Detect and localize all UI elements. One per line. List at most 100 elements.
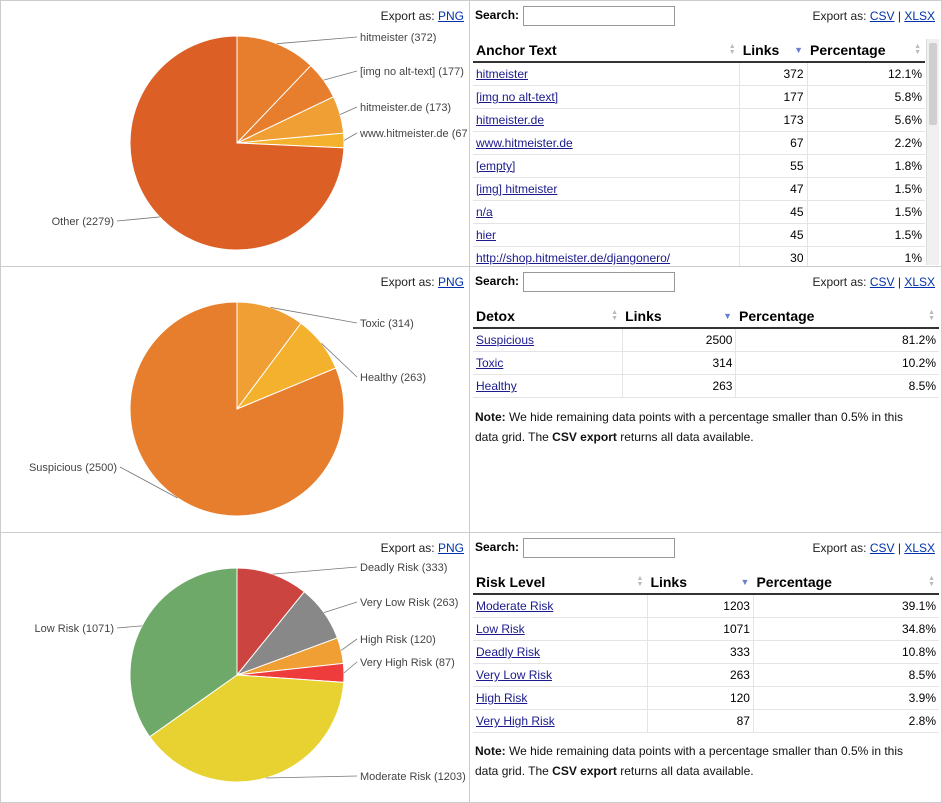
risk-level-table: Risk Level ▲ ▼ Links ▼ Percentage ▲ ▼ Moderate R… <box>473 571 939 733</box>
row-label-link[interactable]: http://shop.hitmeister.de/djangonero/ <box>476 251 671 265</box>
column-header[interactable]: Risk Level ▲ ▼ <box>473 571 648 595</box>
row-label-link[interactable]: Low Risk <box>476 622 525 636</box>
links-cell: 372 <box>739 62 807 86</box>
row-label-link[interactable]: www.hitmeister.de <box>476 136 573 150</box>
slice-label-leader <box>323 70 358 81</box>
sort-icon[interactable]: ▲ ▼ <box>928 309 935 322</box>
row-label-cell: [empty] <box>473 154 740 178</box>
slice-label: www.hitmeister.de (67 <box>359 128 468 140</box>
table-row: High Risk 120 3.9% <box>473 686 939 710</box>
pie-slice[interactable] <box>148 674 345 783</box>
links-cell: 1203 <box>646 594 754 618</box>
column-header[interactable]: Percentage ▲ ▼ <box>807 39 925 63</box>
export-xlsx-link[interactable]: XLSX <box>904 275 935 289</box>
slice-label: Deadly Risk (333) <box>360 562 447 574</box>
column-header-label: Percentage <box>756 574 832 590</box>
export-csv-link[interactable]: CSV <box>869 9 895 23</box>
risk-level-panel: Export as: PNG Deadly Risk (333) Very Low… <box>0 532 942 803</box>
column-header[interactable]: Links ▼ <box>622 305 736 329</box>
row-label-link[interactable]: Suspicious <box>476 333 535 347</box>
chart-export: Export as: PNG <box>381 275 464 289</box>
export-csv-link[interactable]: CSV <box>869 541 895 555</box>
links-cell: 177 <box>739 85 807 109</box>
row-label-link[interactable]: hier <box>476 228 497 242</box>
search-label: Search: <box>475 274 520 289</box>
export-png-link[interactable]: PNG <box>437 541 464 555</box>
note-bold: Note: <box>475 410 506 424</box>
row-label-link[interactable]: n/a <box>476 205 493 219</box>
column-header[interactable]: Links ▼ <box>647 571 754 595</box>
anchor-text-chart-panel: Export as: PNG hitmeister (372) [img no a… <box>0 0 470 267</box>
sort-icon[interactable]: ▲ ▼ <box>914 43 921 56</box>
percentage-cell: 2.8% <box>752 709 939 733</box>
table-row: Toxic 314 10.2% <box>473 351 939 375</box>
slice-label: Healthy (263) <box>360 372 426 384</box>
slice-label: Toxic (314) <box>360 318 414 330</box>
sort-icon[interactable]: ▲ ▼ <box>636 575 644 588</box>
search-label: Search: <box>475 540 520 555</box>
sort-icon[interactable]: ▲ ▼ <box>611 309 619 322</box>
row-label-cell: hitmeister.de <box>473 108 740 132</box>
note-text: We hide remaining data points with a per… <box>475 410 904 444</box>
export-png-link[interactable]: PNG <box>437 275 464 289</box>
detox-chart-panel: Export as: PNG Toxic (314) Healthy (263) S… <box>0 266 470 533</box>
percentage-cell: 5.6% <box>806 108 925 132</box>
row-label-cell: Healthy <box>473 374 623 398</box>
search-input[interactable] <box>523 6 676 26</box>
row-label-link[interactable]: High Risk <box>476 691 528 705</box>
table-row: hier 45 1.5% <box>473 223 925 247</box>
row-label-link[interactable]: [empty] <box>476 159 516 173</box>
row-label-cell: www.hitmeister.de <box>473 131 740 155</box>
row-label-link[interactable]: Deadly Risk <box>476 645 541 659</box>
row-label-link[interactable]: Moderate Risk <box>476 599 554 613</box>
sort-descending-icon[interactable]: ▼ <box>794 45 803 55</box>
column-header[interactable]: Anchor Text ▲ ▼ <box>473 39 740 63</box>
sort-descending-icon[interactable]: ▼ <box>723 311 732 321</box>
search-input[interactable] <box>523 538 676 558</box>
pie-slice[interactable] <box>129 301 345 517</box>
row-label-link[interactable]: hitmeister <box>476 67 529 81</box>
percentage-cell: 5.8% <box>806 85 925 109</box>
pie-slice[interactable] <box>236 567 305 677</box>
column-header[interactable]: Percentage ▲ ▼ <box>753 571 939 595</box>
sort-icon[interactable]: ▲ ▼ <box>928 575 935 588</box>
search-box: Search: <box>475 272 676 292</box>
links-cell: 30 <box>739 246 807 266</box>
row-label-link[interactable]: Very High Risk <box>476 714 555 728</box>
slice-label-leader <box>323 601 358 614</box>
slice-label-leader <box>265 775 358 779</box>
row-label-cell: Deadly Risk <box>473 640 648 664</box>
row-label-link[interactable]: Very Low Risk <box>476 668 553 682</box>
table-scrollbar[interactable] <box>926 39 939 265</box>
search-input[interactable] <box>523 272 676 292</box>
column-header[interactable]: Detox ▲ ▼ <box>473 305 623 329</box>
detox-table: Detox ▲ ▼ Links ▼ Percentage ▲ ▼ Suspicious 2500 8… <box>473 305 939 398</box>
export-xlsx-link[interactable]: XLSX <box>904 9 935 23</box>
sort-descending-icon[interactable]: ▼ <box>740 577 750 587</box>
table-row: Very Low Risk 263 8.5% <box>473 663 939 687</box>
column-header[interactable]: Percentage ▲ ▼ <box>735 305 939 329</box>
row-label-link[interactable]: Healthy <box>476 379 517 393</box>
links-cell: 120 <box>646 686 754 710</box>
note-text: We hide remaining data points with a per… <box>475 744 904 778</box>
export-xlsx-link[interactable]: XLSX <box>904 541 935 555</box>
column-header-label: Percentage <box>738 308 815 324</box>
scrollbar-thumb[interactable] <box>929 43 937 125</box>
export-csv-link[interactable]: CSV <box>869 275 895 289</box>
sort-icon[interactable]: ▲ ▼ <box>728 43 736 56</box>
slice-label: hitmeister (372) <box>360 32 436 44</box>
slice-label-leader <box>116 625 142 629</box>
export-label: Export as: <box>380 275 435 289</box>
row-label-link[interactable]: Toxic <box>476 356 504 370</box>
chart-export: Export as: PNG <box>381 9 464 23</box>
row-label-link[interactable]: hitmeister.de <box>476 113 545 127</box>
note-text-end: returns all data available. <box>616 430 754 444</box>
row-label-cell: http://shop.hitmeister.de/djangonero/ <box>473 246 740 266</box>
row-label-link[interactable]: [img] hitmeister <box>476 182 558 196</box>
row-label-link[interactable]: [img no alt-text] <box>476 90 559 104</box>
links-cell: 314 <box>621 351 736 375</box>
export-png-link[interactable]: PNG <box>437 9 464 23</box>
note-bold: Note: <box>475 744 506 758</box>
detox-grid-panel: Search: Export as: CSV | XLSX Detox ▲ ▼ Lin… <box>470 266 942 533</box>
column-header[interactable]: Links ▼ <box>739 39 807 63</box>
